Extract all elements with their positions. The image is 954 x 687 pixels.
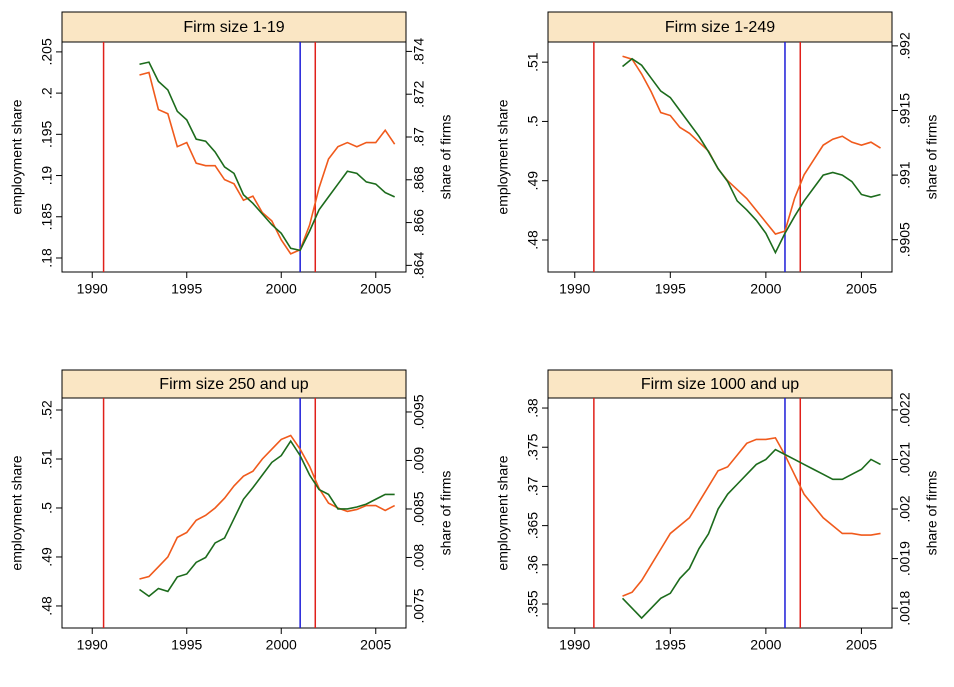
y-tick-label: .205 <box>39 38 55 65</box>
y-tick-label: .19 <box>39 166 55 186</box>
plot-area <box>547 41 893 273</box>
y2-tick-label: .87 <box>411 127 427 147</box>
x-tick-label: 1990 <box>77 281 108 297</box>
y2-tick-label: .866 <box>411 209 427 236</box>
plot-area <box>61 397 407 629</box>
y-tick-label: .52 <box>39 400 55 420</box>
panel-title: Firm size 1000 and up <box>641 376 799 393</box>
y2-tick-label: .872 <box>411 80 427 107</box>
x-tick-label: 1990 <box>77 637 108 653</box>
y2-axis-title: share of firms <box>438 471 454 556</box>
y-tick-label: .51 <box>525 52 541 72</box>
panel-title: Firm size 1-19 <box>183 19 284 36</box>
y-tick-label: .49 <box>39 547 55 567</box>
y2-tick-label: .0018 <box>897 590 913 625</box>
series-line <box>139 439 395 598</box>
series-line <box>622 436 881 597</box>
x-tick-label: 2005 <box>360 281 391 297</box>
plot-area <box>61 41 407 273</box>
y2-tick-label: .009 <box>411 447 427 474</box>
y2-tick-label: .868 <box>411 166 427 193</box>
y2-tick-label: .9915 <box>897 93 913 128</box>
x-tick-label: 2005 <box>360 637 391 653</box>
y-axis-title: employment share <box>9 455 25 570</box>
y-tick-label: .48 <box>525 230 541 250</box>
y2-tick-label: .992 <box>897 32 913 59</box>
plot-area <box>547 397 893 629</box>
x-tick-label: 2000 <box>266 637 297 653</box>
y-tick-label: .355 <box>525 590 541 617</box>
panel-header <box>61 11 407 43</box>
y-tick-label: .36 <box>525 555 541 575</box>
y2-tick-label: .0019 <box>897 541 913 576</box>
y2-tick-label: .864 <box>411 252 427 279</box>
series-line <box>139 434 396 580</box>
y2-tick-label: .9905 <box>897 222 913 257</box>
y2-axis-title: share of firms <box>924 471 940 556</box>
y-tick-label: .5 <box>525 115 541 127</box>
series-line <box>621 448 881 620</box>
panel-header <box>61 369 407 399</box>
panel-header <box>547 369 893 399</box>
y-tick-label: .38 <box>525 398 541 418</box>
y-tick-label: .2 <box>39 87 55 99</box>
y-tick-label: .185 <box>39 203 55 230</box>
x-tick-label: 1990 <box>559 281 590 297</box>
y2-tick-label: .874 <box>411 38 427 65</box>
y2-tick-label: .0075 <box>411 588 427 623</box>
y2-tick-label: .0095 <box>411 394 427 429</box>
series-line <box>139 71 396 255</box>
y-tick-label: .365 <box>525 512 541 539</box>
x-tick-label: 2000 <box>750 281 781 297</box>
y-tick-label: .51 <box>39 449 55 469</box>
y2-tick-label: .0022 <box>897 392 913 427</box>
y2-tick-label: .008 <box>411 544 427 571</box>
x-tick-label: 2005 <box>846 637 877 653</box>
y-tick-label: .5 <box>39 502 55 514</box>
y2-tick-label: .0021 <box>897 442 913 477</box>
x-tick-label: 1990 <box>559 637 590 653</box>
y-tick-label: .195 <box>39 120 55 147</box>
x-tick-label: 1995 <box>655 637 686 653</box>
y-tick-label: .37 <box>525 476 541 496</box>
y-axis-title: employment share <box>495 99 511 214</box>
y-tick-label: .375 <box>525 433 541 460</box>
series-line <box>622 55 881 235</box>
x-tick-label: 2005 <box>846 281 877 297</box>
y-axis-title: employment share <box>495 455 511 570</box>
x-tick-label: 1995 <box>655 281 686 297</box>
panel-title: Firm size 1-249 <box>665 19 775 36</box>
panel-header <box>547 11 893 43</box>
series-line <box>622 57 881 255</box>
x-tick-label: 1995 <box>171 281 202 297</box>
x-tick-label: 2000 <box>266 281 297 297</box>
y-tick-label: .49 <box>525 171 541 191</box>
y2-tick-label: .991 <box>897 161 913 188</box>
y-axis-title: employment share <box>9 99 25 214</box>
series-line <box>139 61 395 252</box>
y2-axis-title: share of firms <box>924 115 940 200</box>
y-tick-label: .48 <box>39 596 55 616</box>
y2-axis-title: share of firms <box>438 115 454 200</box>
panel-title: Firm size 250 and up <box>159 376 309 393</box>
x-tick-label: 1995 <box>171 637 202 653</box>
y2-tick-label: .002 <box>897 495 913 522</box>
x-tick-label: 2000 <box>750 637 781 653</box>
y-tick-label: .18 <box>39 248 55 268</box>
y2-tick-label: .0085 <box>411 491 427 526</box>
